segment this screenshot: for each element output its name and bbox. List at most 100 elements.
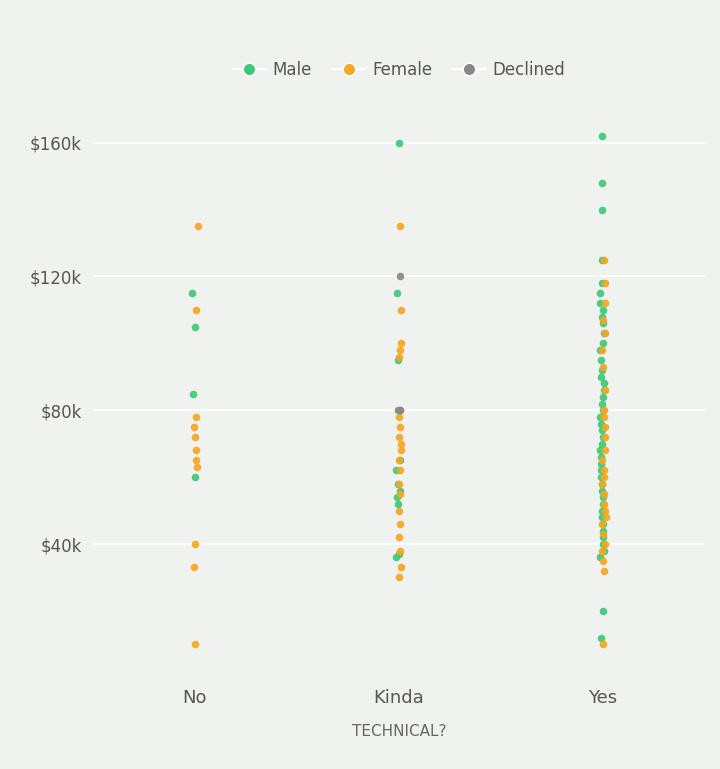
- Point: [394, 220, 405, 232]
- Point: [598, 498, 610, 510]
- Point: [395, 304, 407, 316]
- Point: [598, 254, 610, 266]
- Point: [392, 478, 404, 490]
- Point: [394, 548, 405, 561]
- Point: [189, 538, 201, 550]
- Point: [392, 404, 403, 416]
- Point: [189, 431, 201, 443]
- Legend: Male, Female, Declined: Male, Female, Declined: [226, 54, 572, 85]
- Point: [596, 478, 608, 490]
- Point: [189, 471, 200, 483]
- Point: [595, 444, 606, 457]
- Point: [191, 454, 202, 467]
- Point: [598, 464, 609, 477]
- Point: [599, 538, 611, 550]
- Point: [186, 287, 198, 299]
- Point: [394, 488, 405, 500]
- Point: [394, 571, 405, 584]
- Point: [597, 431, 608, 443]
- Point: [596, 424, 608, 437]
- Point: [394, 531, 405, 544]
- Point: [600, 431, 611, 443]
- Point: [394, 431, 405, 443]
- Point: [596, 478, 608, 490]
- Point: [596, 311, 608, 323]
- Point: [595, 354, 607, 366]
- Point: [598, 491, 609, 504]
- Point: [192, 461, 203, 473]
- Point: [598, 471, 610, 483]
- Point: [600, 384, 611, 396]
- Point: [395, 271, 406, 283]
- Point: [596, 398, 608, 410]
- Point: [597, 364, 608, 376]
- Point: [596, 484, 608, 497]
- Point: [595, 464, 607, 477]
- Point: [189, 638, 201, 651]
- Point: [598, 391, 609, 403]
- Point: [598, 327, 610, 339]
- Point: [599, 421, 611, 433]
- Point: [597, 528, 608, 540]
- Point: [192, 220, 204, 232]
- Point: [395, 438, 407, 450]
- Point: [394, 411, 405, 423]
- Point: [597, 317, 608, 329]
- Point: [393, 454, 405, 467]
- Point: [598, 604, 609, 617]
- Point: [599, 297, 611, 309]
- Point: [394, 454, 405, 467]
- Point: [597, 518, 608, 530]
- Point: [596, 130, 608, 142]
- Point: [596, 177, 608, 189]
- Point: [188, 421, 199, 433]
- Point: [394, 404, 405, 416]
- Point: [395, 444, 407, 457]
- Point: [596, 254, 608, 266]
- Point: [595, 451, 607, 463]
- Point: [392, 498, 404, 510]
- Point: [598, 411, 610, 423]
- Point: [393, 478, 405, 490]
- Point: [598, 488, 610, 500]
- Point: [600, 277, 611, 289]
- Point: [597, 304, 608, 316]
- Point: [598, 544, 609, 557]
- Point: [190, 444, 202, 457]
- Point: [597, 544, 608, 557]
- Point: [391, 287, 402, 299]
- Point: [395, 518, 406, 530]
- Point: [390, 464, 402, 477]
- Point: [595, 371, 606, 383]
- Point: [594, 287, 606, 299]
- Point: [597, 204, 608, 216]
- Point: [597, 554, 608, 567]
- Point: [594, 344, 606, 356]
- Point: [392, 354, 403, 366]
- Point: [395, 561, 407, 574]
- Point: [390, 551, 402, 564]
- Point: [595, 458, 607, 470]
- Point: [395, 464, 406, 477]
- Point: [595, 631, 607, 644]
- Point: [596, 504, 608, 517]
- Point: [599, 444, 611, 457]
- Point: [598, 404, 609, 416]
- Point: [595, 411, 606, 423]
- Point: [190, 304, 202, 316]
- Point: [393, 351, 405, 363]
- Point: [394, 344, 405, 356]
- Point: [188, 561, 199, 574]
- Point: [393, 504, 405, 517]
- Point: [394, 137, 405, 149]
- Point: [597, 531, 608, 544]
- Point: [595, 418, 607, 430]
- Point: [598, 378, 610, 390]
- Point: [596, 511, 608, 524]
- Point: [600, 504, 611, 517]
- Point: [599, 327, 611, 339]
- Point: [391, 491, 402, 504]
- Point: [188, 388, 199, 400]
- Point: [190, 411, 202, 423]
- Point: [189, 321, 201, 333]
